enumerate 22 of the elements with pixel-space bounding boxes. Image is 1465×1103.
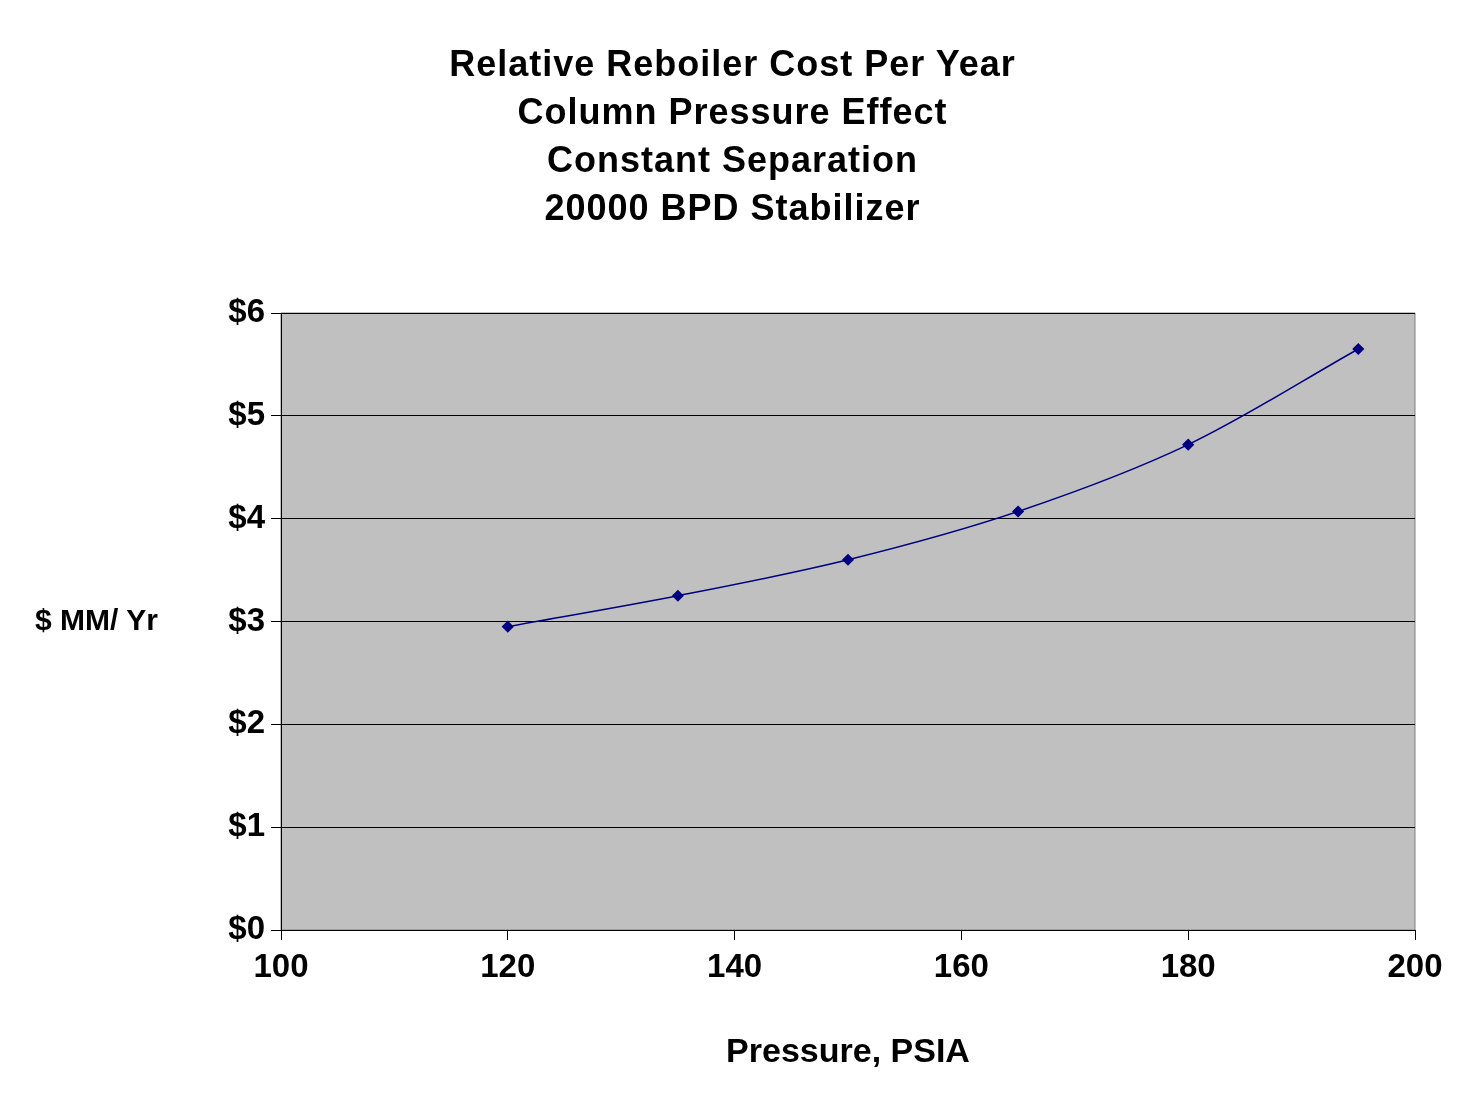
y-tick-label: $4 bbox=[228, 497, 266, 535]
y-tick-label: $2 bbox=[228, 703, 265, 741]
y-axis-title: $ MM/ Yr bbox=[35, 602, 159, 636]
y-tick-label: $6 bbox=[228, 292, 265, 330]
x-tick-label: 120 bbox=[480, 946, 536, 984]
x-tick-label: 180 bbox=[1160, 946, 1216, 984]
x-axis-title: Pressure, PSIA bbox=[726, 1030, 970, 1069]
y-tick-label: $0 bbox=[228, 909, 265, 947]
y-tick-label: $5 bbox=[228, 394, 265, 432]
point bbox=[1352, 343, 1365, 355]
y-tick-label: $1 bbox=[228, 806, 265, 844]
x-tick-label: 160 bbox=[933, 946, 989, 984]
point bbox=[672, 590, 684, 602]
chart-title: Relative Reboiler Cost Per Year Column Pressure Effect Constant Separation 20000 BPD Stabilizer bbox=[448, 42, 1017, 230]
point bbox=[1012, 505, 1024, 518]
y-tick-label: $3 bbox=[228, 600, 265, 638]
point bbox=[842, 554, 854, 566]
x-tick-label: 100 bbox=[253, 946, 309, 984]
point bbox=[502, 620, 514, 633]
x-tick-label: 140 bbox=[707, 946, 763, 984]
point bbox=[1182, 438, 1194, 451]
x-tick-label: 200 bbox=[1387, 946, 1443, 984]
